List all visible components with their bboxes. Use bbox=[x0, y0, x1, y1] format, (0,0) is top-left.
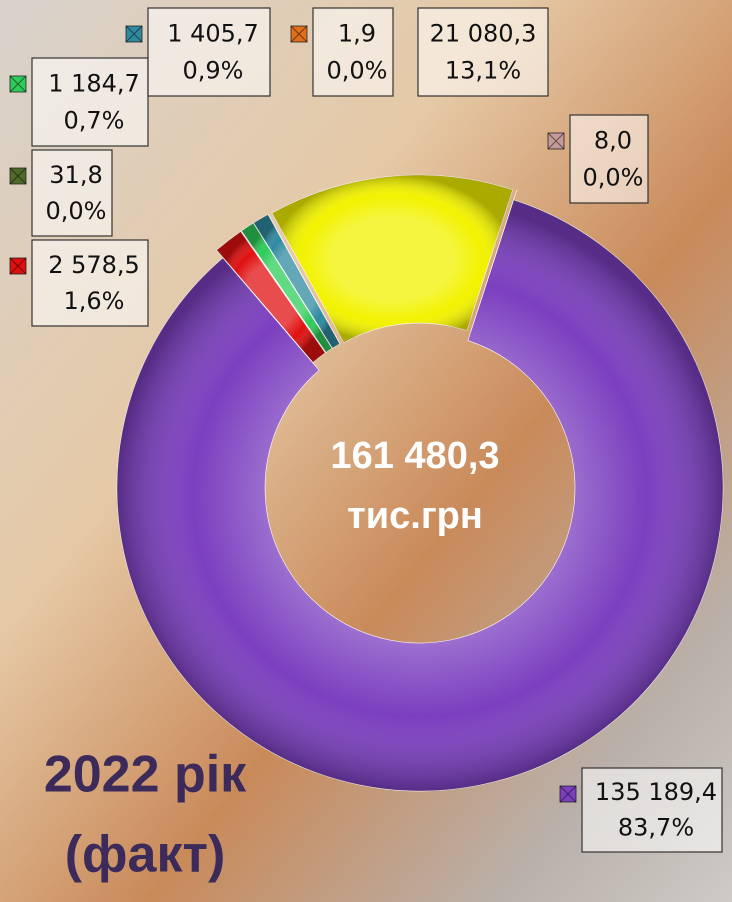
percent-label: 0,0% bbox=[327, 56, 388, 84]
value-label: 21 080,3 bbox=[430, 19, 537, 47]
chart-title: 2022 рік bbox=[44, 746, 247, 804]
legend-marker-bevel bbox=[9, 75, 27, 93]
value-label: 1 405,7 bbox=[167, 19, 259, 47]
value-label: 1,9 bbox=[338, 19, 376, 47]
legend-marker-bevel bbox=[9, 167, 27, 185]
value-label: 8,0 bbox=[594, 126, 632, 154]
value-label: 31,8 bbox=[49, 161, 102, 189]
legend-marker-bevel bbox=[290, 25, 308, 43]
label-box bbox=[31, 239, 149, 327]
percent-label: 0,7% bbox=[64, 106, 125, 134]
value-label: 2 578,5 bbox=[48, 251, 140, 279]
legend-marker-bevel bbox=[125, 25, 143, 43]
chart-subtitle: (факт) bbox=[65, 826, 226, 884]
label-box bbox=[417, 7, 549, 97]
percent-label: 13,1% bbox=[445, 56, 521, 84]
value-label: 1 184,7 bbox=[48, 69, 140, 97]
percent-label: 83,7% bbox=[618, 813, 694, 841]
legend-marker-bevel bbox=[547, 132, 565, 150]
label-box bbox=[581, 767, 723, 853]
percent-label: 0,0% bbox=[583, 163, 644, 191]
legend-marker-bevel bbox=[559, 785, 577, 803]
label-box bbox=[147, 7, 271, 97]
label-box bbox=[569, 114, 649, 204]
value-label: 135 189,4 bbox=[595, 778, 717, 806]
label-box bbox=[31, 57, 149, 147]
percent-label: 0,0% bbox=[46, 197, 107, 225]
center-total: 161 480,3 bbox=[330, 435, 499, 477]
label-box bbox=[31, 149, 113, 237]
center-unit: тис.грн bbox=[347, 495, 483, 537]
label-box bbox=[312, 7, 394, 97]
percent-label: 0,9% bbox=[183, 56, 244, 84]
percent-label: 1,6% bbox=[64, 287, 125, 315]
legend-marker-bevel bbox=[9, 257, 27, 275]
